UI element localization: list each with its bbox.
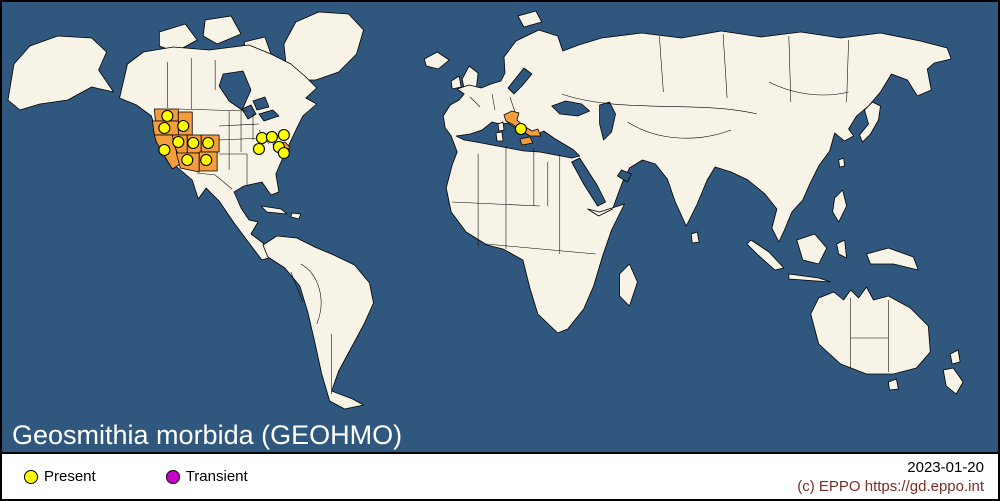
- present-point: [181, 153, 194, 167]
- arctic-island: [202, 15, 242, 45]
- great-lake: [241, 104, 257, 120]
- present-point: [202, 136, 215, 150]
- great-lake: [258, 109, 280, 122]
- hudson-bay: [218, 70, 252, 111]
- landmass-alaska: [7, 35, 114, 111]
- map-date: 2023-01-20: [907, 458, 984, 476]
- red-sea: [571, 157, 606, 207]
- landmass-australia: [810, 286, 931, 375]
- corsica: [497, 121, 505, 132]
- footer-right: 2023-01-20 (c) EPPO https://gd.eppo.int: [797, 458, 984, 496]
- present-point: [277, 146, 290, 160]
- hispaniola: [290, 212, 302, 220]
- present-point: [172, 135, 185, 149]
- new-guinea: [866, 247, 919, 271]
- transient-legend-swatch: [165, 469, 180, 484]
- black-sea: [551, 100, 591, 117]
- world-map-svg: [2, 2, 998, 452]
- present-point: [158, 121, 171, 135]
- present-point: [252, 142, 265, 156]
- mediterranean-sea: [455, 121, 581, 159]
- landmass-north-america: [119, 44, 318, 261]
- present-point: [200, 153, 213, 167]
- present-point: [514, 122, 527, 136]
- legend-item-transient: Transient: [165, 468, 248, 485]
- persian-gulf: [617, 169, 632, 183]
- present-point: [187, 136, 200, 150]
- java: [788, 273, 832, 283]
- present-point: [161, 109, 174, 123]
- great-lake: [252, 96, 270, 111]
- sardinia: [495, 131, 504, 142]
- transient-legend-label: Transient: [185, 468, 248, 485]
- present-point: [277, 128, 290, 142]
- world-map: Geosmithia morbida (GEOHMO): [2, 2, 998, 452]
- tasmania: [888, 378, 899, 391]
- eppo-copyright: (c) EPPO https://gd.eppo.int: [797, 477, 984, 495]
- taiwan: [838, 157, 846, 168]
- region-sicily: [519, 136, 534, 146]
- landmass-greenland: [283, 11, 364, 81]
- cuba: [260, 205, 288, 215]
- present-point: [177, 119, 190, 133]
- philippines: [832, 189, 848, 223]
- caspian-sea: [599, 101, 616, 141]
- arctic-island: [158, 23, 198, 53]
- madagascar: [619, 263, 638, 307]
- present-point: [158, 143, 171, 157]
- present-legend-swatch: [24, 469, 38, 484]
- ireland: [450, 75, 462, 90]
- baltic-sea: [507, 67, 533, 95]
- borneo: [796, 233, 828, 265]
- present-point: [265, 130, 278, 144]
- footer: Present Transient 2023-01-20 (c) EPPO ht…: [2, 452, 998, 499]
- present-point: [255, 131, 268, 145]
- region-italy: [503, 110, 542, 137]
- sri-lanka: [690, 231, 700, 244]
- landmasses: [7, 10, 964, 410]
- japan: [859, 101, 881, 143]
- new-zealand-south: [942, 367, 964, 395]
- map-title: Geosmithia morbida (GEOHMO): [12, 420, 403, 450]
- present-legend-label: Present: [44, 468, 96, 485]
- sumatra: [746, 239, 785, 271]
- country-borders: [167, 33, 889, 394]
- new-zealand-north: [949, 349, 961, 365]
- sulawesi: [836, 239, 848, 259]
- svalbard: [517, 10, 543, 28]
- legend-item-present: Present: [24, 468, 96, 485]
- iceland: [423, 51, 450, 70]
- present-points-layer: [158, 109, 527, 167]
